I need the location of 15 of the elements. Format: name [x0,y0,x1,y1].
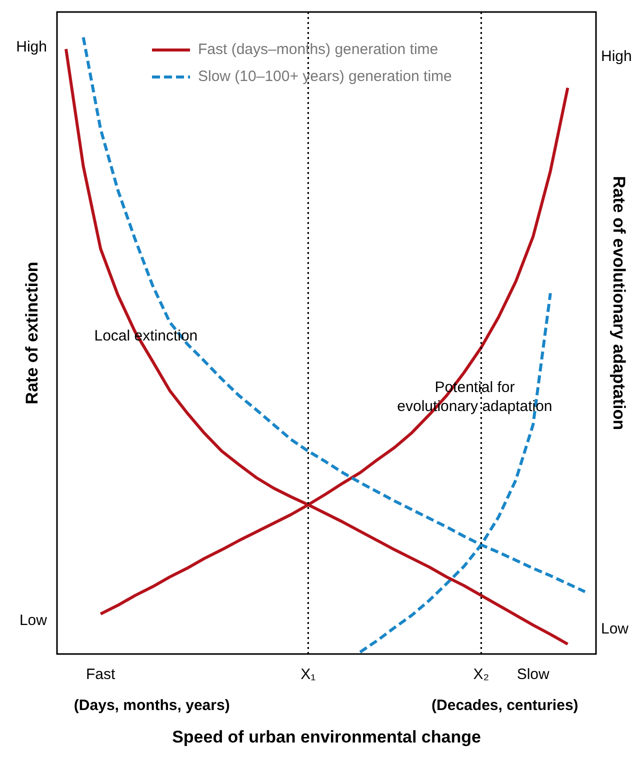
x-tick-label: X₂ [473,666,490,684]
y2-axis-title: Rate of evolutionary adaptation [609,176,628,430]
text: (Decades, centuries) [432,697,578,714]
text: (Days, months, years) [74,697,230,714]
x-tick-label: Fast [86,666,116,684]
text: Low [19,612,48,629]
x-axis-title: Speed of urban environmental change [172,728,481,747]
text: High [16,38,47,56]
y-axis-title: Rate of extinction [22,262,42,404]
x-tick-label: X₁ [300,666,316,684]
x-tick-label: Slow [516,666,550,684]
text: High [601,48,632,66]
legend-label: Slow (10–100+ years) generation time [198,68,452,86]
legend-label: Fast (days–months) generation time [198,41,438,58]
text: Low [601,620,629,638]
